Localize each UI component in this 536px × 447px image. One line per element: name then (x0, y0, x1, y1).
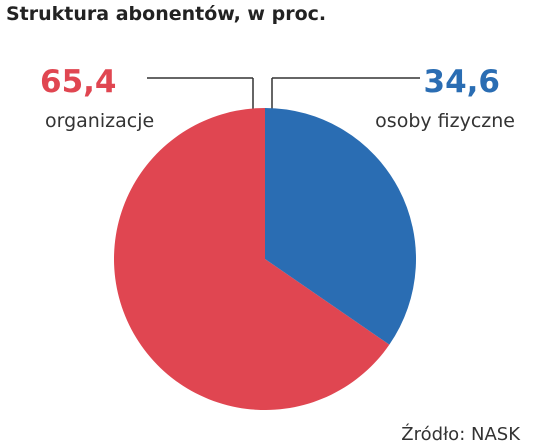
pie-slice (265, 108, 417, 345)
category-label: osoby fizyczne (375, 110, 515, 132)
category-label: organizacje (45, 110, 154, 132)
chart-title: Struktura abonentów, w proc. (6, 3, 326, 25)
value-label: 34,6 (424, 64, 501, 100)
value-label: 65,4 (40, 64, 117, 100)
source: Źródło: NASK (401, 423, 521, 445)
pie-slice (114, 108, 390, 411)
